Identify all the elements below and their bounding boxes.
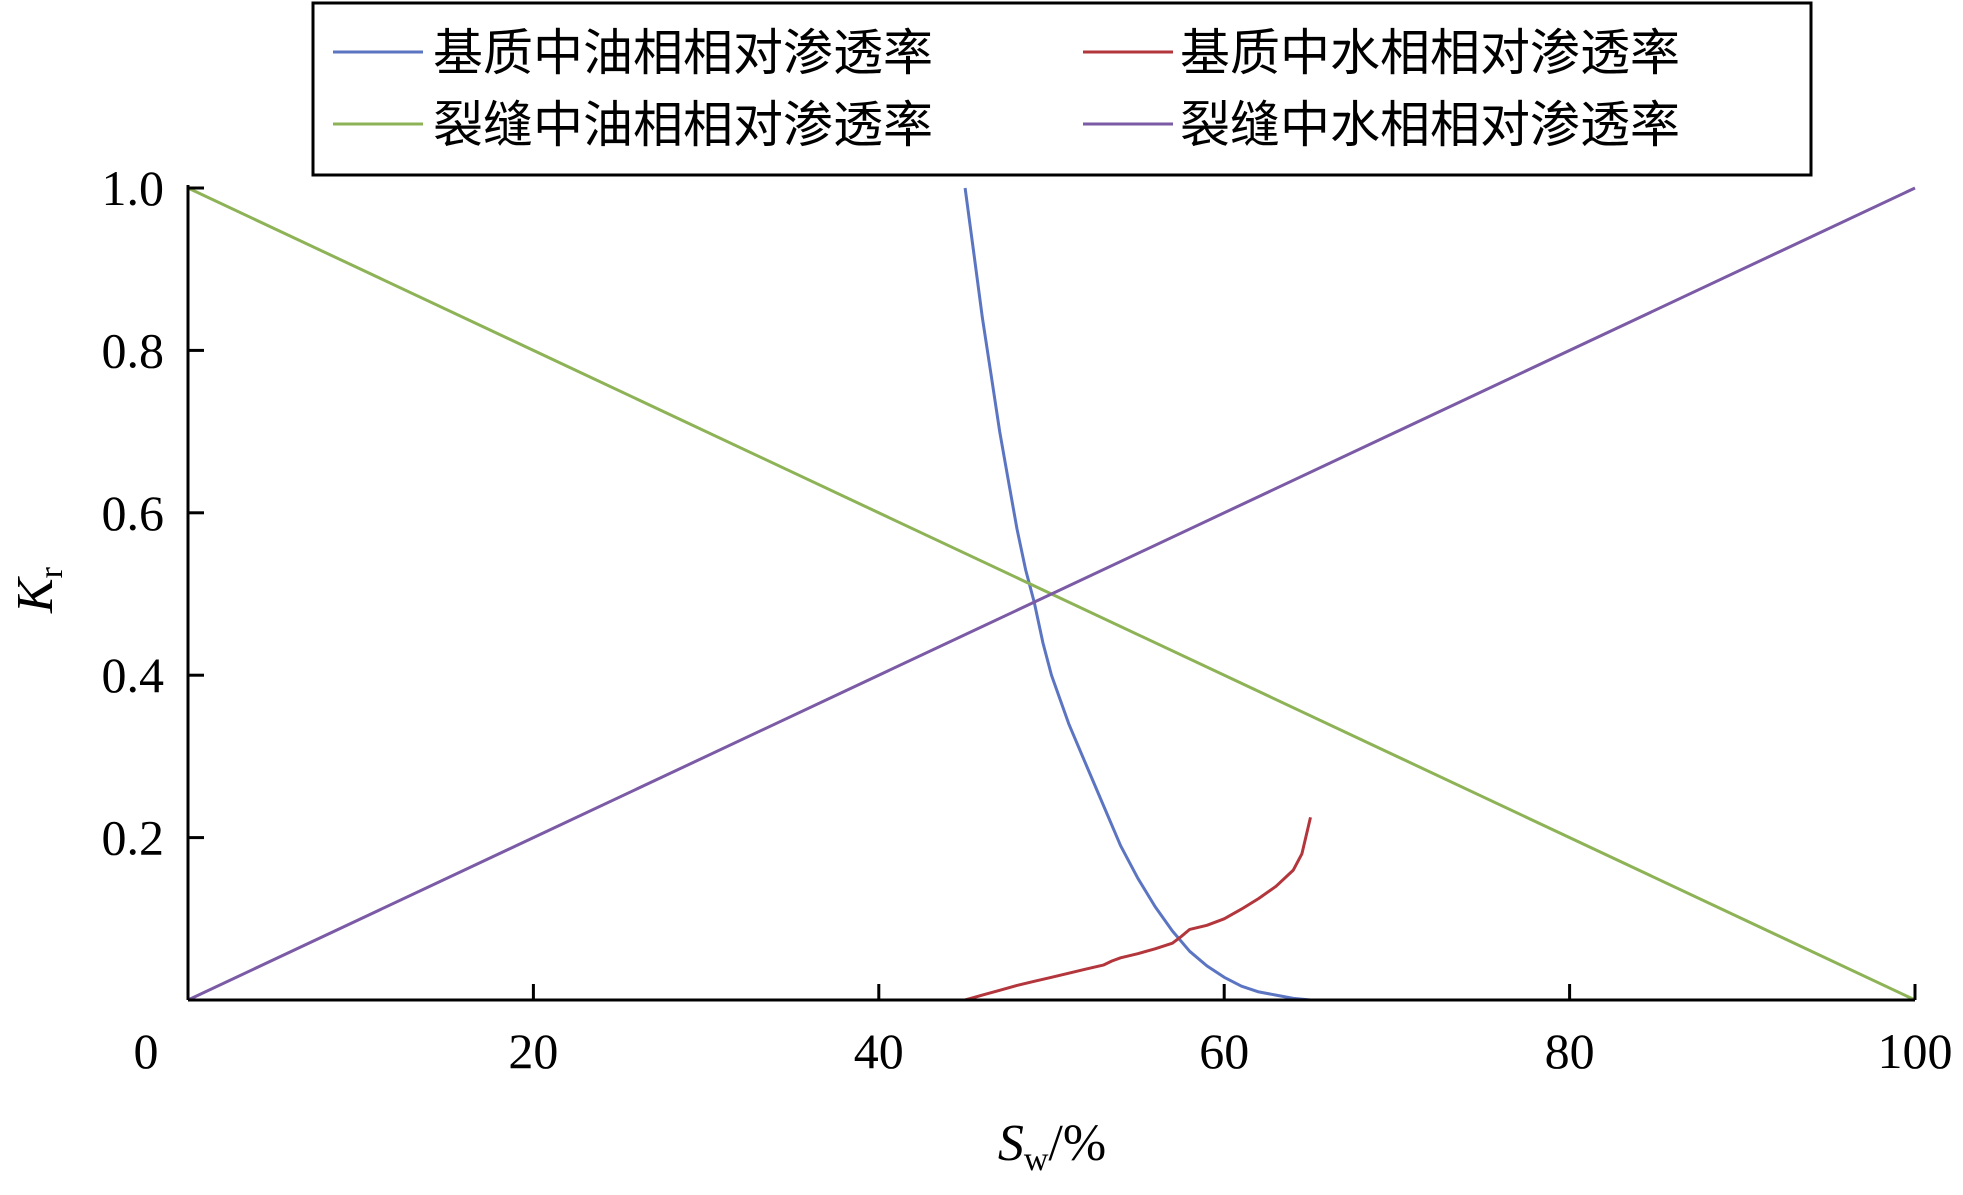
ticks-layer: 0 20 40 60 80 100 0.2 0.4 0.6 0.8 1.0 xyxy=(102,160,1953,1079)
series-layer xyxy=(187,186,1916,1002)
legend-label-matrix-water: 基质中水相相对渗透率 xyxy=(1180,24,1680,82)
y-tick-label: 0.4 xyxy=(102,647,165,703)
y-axis-title-sub: r xyxy=(33,566,70,578)
y-axis-title-main: K xyxy=(7,576,64,614)
series-line-3 xyxy=(187,186,1916,1002)
x-axis-title-suffix: /% xyxy=(1048,1115,1106,1172)
legend-box xyxy=(311,1,1813,177)
legend-label-fracture-oil: 裂缝中油相相对渗透率 xyxy=(433,96,933,154)
x-axis-title: Sw/% xyxy=(998,1115,1106,1178)
x-tick-label: 40 xyxy=(854,1023,904,1079)
x-tick-label: 80 xyxy=(1545,1023,1595,1079)
x-tick-label: 0 xyxy=(134,1023,159,1079)
legend-label-matrix-oil: 基质中油相相对渗透率 xyxy=(433,24,933,82)
series-line-0 xyxy=(963,187,1311,1002)
y-axis-title: Kr xyxy=(7,566,70,614)
x-axis-title-main: S xyxy=(998,1115,1024,1172)
y-tick-label: 0.6 xyxy=(102,485,165,541)
x-tick-label: 100 xyxy=(1878,1023,1953,1079)
legend-label-fracture-water: 裂缝中水相相对渗透率 xyxy=(1180,96,1680,154)
y-tick-label: 1.0 xyxy=(102,160,165,216)
legend: 基质中油相相对渗透率 基质中水相相对渗透率 裂缝中油相相对渗透率 裂缝中水相相对… xyxy=(311,1,1813,177)
axes xyxy=(186,185,1915,1002)
x-tick-label: 20 xyxy=(508,1023,558,1079)
series-line-1 xyxy=(964,816,1312,1002)
x-tick-label: 60 xyxy=(1199,1023,1249,1079)
y-tick-label: 0.8 xyxy=(102,322,165,378)
x-axis-title-sub: w xyxy=(1024,1141,1049,1178)
y-tick-label: 0.2 xyxy=(102,810,165,866)
